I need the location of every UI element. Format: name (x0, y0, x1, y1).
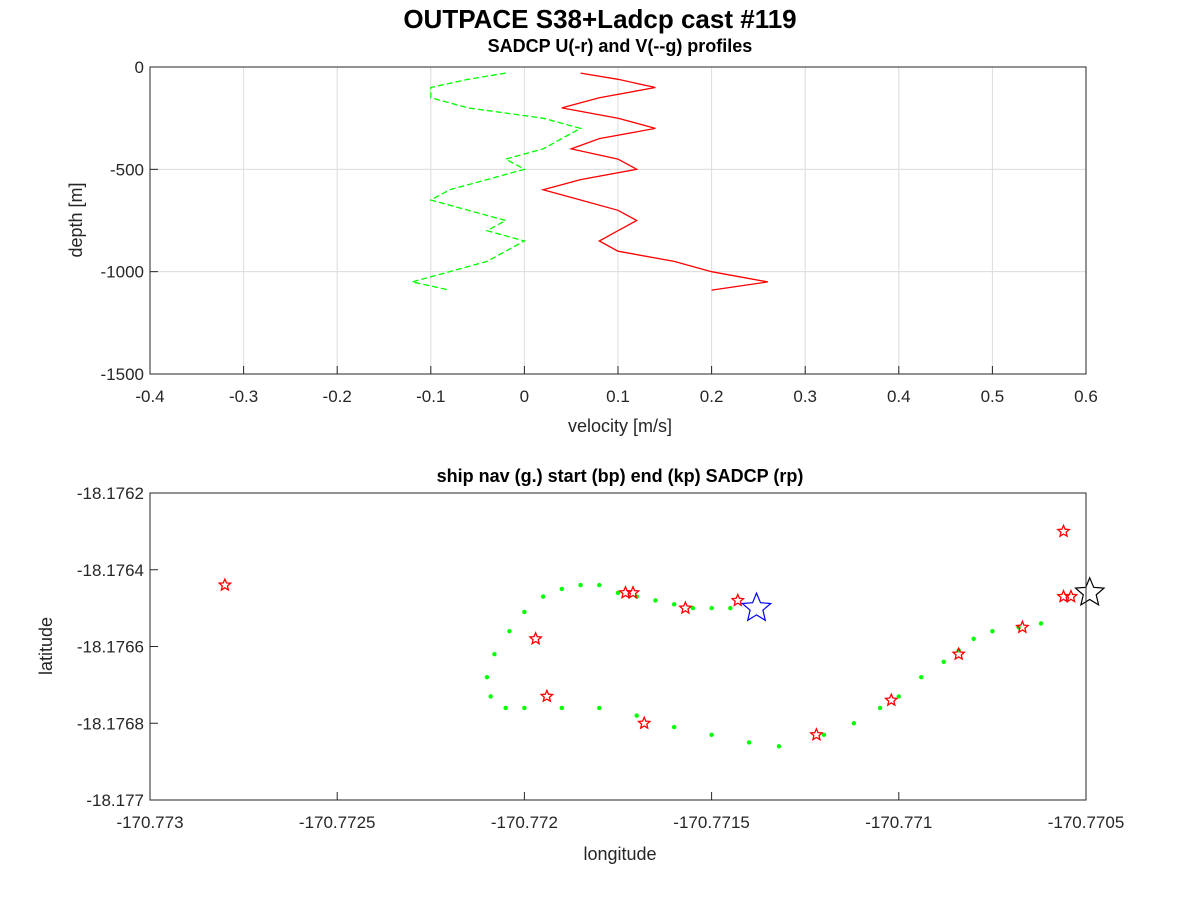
nav-track-point (492, 651, 497, 657)
profile-xtick-label: -0.1 (416, 387, 445, 406)
nav-track-point (615, 590, 621, 595)
profile-xtick-label: -0.4 (135, 387, 164, 406)
profile-xtick-label: -0.2 (323, 387, 352, 406)
nav-track-point (709, 605, 714, 611)
nav-ytick-label: -18.1768 (77, 714, 144, 733)
profile-xlabel: velocity [m/s] (568, 416, 672, 436)
nav-track-point (776, 744, 782, 749)
nav-track-point (1038, 621, 1044, 626)
nav-track-point (503, 705, 508, 711)
profile-xtick-label: -0.3 (229, 387, 258, 406)
sadcp-star-marker (1056, 523, 1071, 538)
nav-ticks: -170.773 -170.7725 -170.772 -170.7715 -170.7… (77, 484, 1124, 832)
nav-track-point (522, 609, 527, 615)
sadcp-star-marker (730, 592, 746, 607)
profile-ytick-label: -1500 (101, 365, 144, 384)
profile-ylabel: depth [m] (66, 182, 86, 257)
nav-track-point (728, 605, 733, 611)
nav-xlabel: longitude (583, 844, 656, 864)
profile-xtick-label: 0 (520, 387, 529, 406)
profile-xtick-label: 0.2 (700, 387, 724, 406)
nav-track-point (709, 732, 714, 737)
profile-xtick-label: 0.1 (606, 387, 630, 406)
sadcp-star-marker (1014, 619, 1030, 634)
sadcp-star-marker (539, 688, 555, 703)
nav-track-point (919, 675, 924, 680)
sadcp-star-marker (809, 727, 824, 741)
sadcp-star-marker (528, 631, 543, 646)
nav-xtick-label: -170.7705 (1048, 813, 1125, 832)
profile-ytick-label: -500 (110, 160, 144, 179)
nav-track-point (671, 724, 677, 730)
nav-xtick-label: -170.771 (865, 813, 932, 832)
sadcp-star-marker (217, 577, 233, 592)
nav-track-point (597, 582, 602, 588)
nav-track-point (896, 694, 901, 699)
nav-track-point (941, 659, 946, 665)
nav-track-point (971, 636, 976, 642)
nav-axes-frame (149, 492, 1087, 801)
profile-ytick-label: -1000 (101, 263, 144, 282)
nav-track-point (578, 582, 583, 588)
nav-track-point (597, 705, 602, 711)
profile-xtick-label: 0.6 (1074, 387, 1098, 406)
profile-ytick-label: 0 (135, 58, 144, 77)
sadcp-star-marker (636, 715, 652, 730)
nav-track-point (540, 594, 546, 599)
nav-track-point (671, 602, 677, 607)
nav-xtick-label: -170.772 (491, 813, 558, 832)
nav-track-point (990, 628, 995, 634)
start-star-marker (740, 591, 773, 622)
sadcp-star-marker (678, 600, 693, 615)
sadcp-star-marker (951, 646, 967, 661)
nav-track-point (851, 721, 857, 726)
nav-ytick-label: -18.1764 (77, 561, 144, 580)
end-star-marker (1074, 576, 1106, 607)
nav-track-point (821, 732, 827, 737)
nav-xtick-label: -170.7725 (299, 813, 376, 832)
sadcp-star-marker (1063, 588, 1079, 603)
profile-grid (149, 66, 1087, 375)
nav-track-point (746, 740, 752, 745)
profile-xtick-label: 0.5 (981, 387, 1005, 406)
profile-ticks: -0.4 -0.3 -0.2 -0.1 0 0.1 0.2 0.3 0.4 0.5 0.6 0 -500… (101, 58, 1098, 406)
nav-xtick-label: -170.773 (116, 813, 183, 832)
nav-ytick-label: -18.1762 (77, 484, 144, 503)
nav-track-point (653, 598, 658, 603)
nav-series (217, 523, 1106, 749)
profile-xtick-label: 0.3 (793, 387, 817, 406)
nav-track-point (559, 705, 565, 711)
nav-ytick-label: -18.177 (86, 791, 144, 810)
sadcp-star-marker (884, 692, 899, 707)
nav-track-point (484, 675, 490, 680)
figure-title: OUTPACE S38+Ladcp cast #119 (403, 4, 796, 34)
profile-xtick-label: 0.4 (887, 387, 911, 406)
v-velocity-line (411, 72, 583, 291)
sadcp-star-marker (625, 585, 641, 599)
nav-track-point (488, 694, 493, 699)
nav-title: ship nav (g.) start (bp) end (kp) SADCP … (437, 466, 804, 486)
nav-track-point (634, 713, 639, 718)
nav-ytick-label: -18.1766 (77, 638, 144, 657)
nav-xtick-label: -170.7715 (673, 813, 750, 832)
profile-panel: SADCP U(-r) and V(--g) profiles -0.4 -0.3… (66, 36, 1098, 436)
nav-track-point (559, 586, 565, 592)
nav-track-point (877, 705, 883, 711)
nav-ylabel: latitude (36, 617, 56, 675)
nav-track-point (522, 705, 527, 711)
nav-track-point (690, 605, 696, 611)
nav-track-point (507, 628, 512, 634)
nav-panel: ship nav (g.) start (bp) end (kp) SADCP … (36, 466, 1124, 864)
profile-title: SADCP U(-r) and V(--g) profiles (488, 36, 753, 56)
profile-series (411, 72, 768, 291)
u-velocity-line (540, 72, 768, 291)
